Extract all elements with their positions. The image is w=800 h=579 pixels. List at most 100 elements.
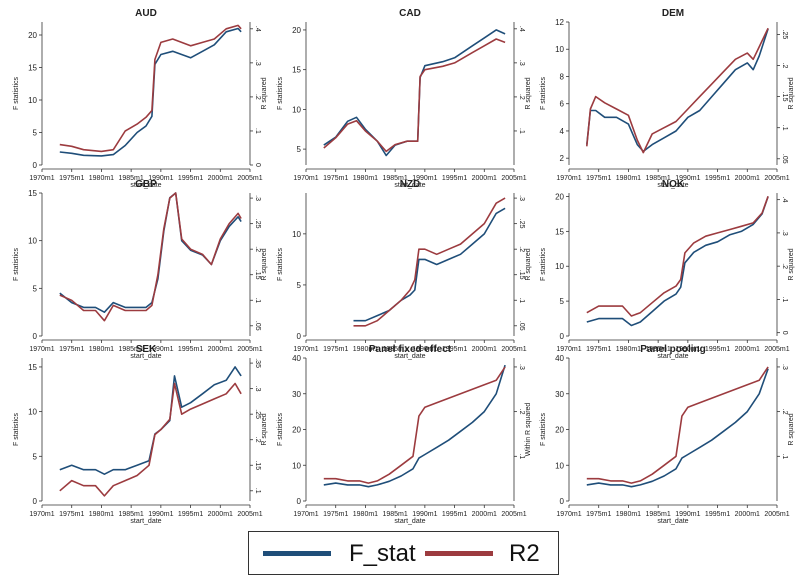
- y2-tick-label: .3: [781, 364, 788, 370]
- x-tick-label: 1990m1: [412, 175, 437, 182]
- x-tick-label: 1975m1: [323, 346, 348, 353]
- y2-tick-label: .3: [254, 386, 261, 392]
- x-axis-label: start_date: [657, 353, 688, 360]
- x-tick-label: 1970m1: [29, 346, 54, 353]
- x-tick-label: 2000m1: [208, 346, 233, 353]
- x-axis-label: start_date: [657, 518, 688, 525]
- x-tick-label: 1995m1: [178, 175, 203, 182]
- y2-tick-label: .2: [518, 94, 525, 100]
- x-tick-label: 1995m1: [705, 346, 730, 353]
- x-tick-label: 1975m1: [59, 346, 84, 353]
- x-tick-label: 1975m1: [586, 175, 611, 182]
- y2-tick-label: .1: [518, 128, 525, 134]
- y-axis-label: F statistics: [277, 76, 284, 110]
- y-tick-label: 40: [555, 354, 564, 363]
- x-tick-label: 1985m1: [382, 511, 407, 518]
- y-tick-label: 15: [555, 227, 564, 236]
- y2-tick-label: .1: [254, 488, 261, 494]
- x-tick-label: 1995m1: [178, 511, 203, 518]
- x-tick-label: 1995m1: [705, 511, 730, 518]
- series-line-f-stat: [353, 207, 506, 322]
- y2-tick-label: .15: [518, 270, 525, 280]
- x-tick-label: 1970m1: [293, 346, 318, 353]
- y-tick-label: 10: [292, 461, 301, 470]
- y2-axis-label: R squared: [788, 413, 795, 445]
- y-tick-label: 20: [555, 192, 564, 201]
- y2-tick-label: .1: [254, 128, 261, 134]
- x-tick-label: 1970m1: [293, 175, 318, 182]
- x-tick-label: 1980m1: [89, 346, 114, 353]
- panel-title: Panel pooling: [640, 344, 706, 355]
- x-tick-label: 2005m1: [764, 511, 789, 518]
- y2-axis-label: R squared: [261, 248, 268, 280]
- x-tick-label: 1970m1: [29, 175, 54, 182]
- y-tick-label: 0: [33, 332, 38, 341]
- y-tick-label: 15: [28, 189, 37, 198]
- y2-tick-label: 0: [254, 163, 261, 167]
- x-tick-label: 1980m1: [616, 511, 641, 518]
- series-line-r2: [59, 382, 242, 497]
- y2-tick-label: .25: [781, 30, 788, 40]
- panel-sek: SEK 0 5 10 15 .1 .15 .2 .25 .3 .35 1970m1 1975m1 1980…: [13, 344, 268, 525]
- x-tick-label: 1975m1: [323, 175, 348, 182]
- y-axis-label: F statistics: [277, 247, 284, 281]
- x-tick-label: 1985m1: [645, 346, 670, 353]
- y-tick-label: 20: [292, 26, 301, 35]
- x-tick-label: 2000m1: [472, 175, 497, 182]
- x-tick-label: 1975m1: [59, 511, 84, 518]
- y2-axis-label: R squared: [525, 77, 532, 109]
- x-tick-label: 1995m1: [442, 175, 467, 182]
- series-line-r2: [323, 38, 506, 153]
- series-line-r2: [353, 197, 506, 327]
- panel-title: Panel fixed effect: [369, 344, 452, 355]
- x-tick-label: 1990m1: [148, 346, 173, 353]
- x-tick-label: 1995m1: [442, 346, 467, 353]
- y-tick-label: 15: [28, 363, 37, 372]
- x-tick-label: 1975m1: [59, 175, 84, 182]
- y-axis-label: F statistics: [540, 247, 547, 281]
- x-tick-label: 1990m1: [675, 511, 700, 518]
- y2-tick-label: .3: [518, 195, 525, 201]
- series-line-f-stat: [586, 196, 769, 327]
- y-tick-label: 10: [555, 45, 564, 54]
- x-tick-label: 2005m1: [501, 511, 526, 518]
- y-tick-label: 2: [560, 154, 565, 163]
- y-tick-label: 15: [28, 64, 37, 73]
- panel-title: NOK: [662, 179, 685, 190]
- legend: F_stat R2: [248, 531, 559, 575]
- y2-tick-label: .1: [518, 453, 525, 459]
- legend-swatch-r2: [425, 551, 493, 556]
- panel-title: NZD: [400, 179, 421, 190]
- x-tick-label: 1985m1: [645, 175, 670, 182]
- x-tick-label: 1990m1: [148, 511, 173, 518]
- y-tick-label: 20: [28, 31, 37, 40]
- y2-tick-label: .3: [254, 195, 261, 201]
- x-tick-label: 2005m1: [501, 346, 526, 353]
- x-tick-label: 1995m1: [442, 511, 467, 518]
- y-tick-label: 0: [297, 332, 302, 341]
- x-tick-label: 1995m1: [705, 175, 730, 182]
- legend-item-r2: R2: [425, 540, 555, 567]
- y-tick-label: 10: [555, 262, 564, 271]
- y-tick-label: 10: [28, 237, 37, 246]
- x-tick-label: 1990m1: [675, 175, 700, 182]
- y-tick-label: 5: [297, 145, 302, 154]
- y2-axis-label: Within R squared: [525, 403, 532, 457]
- panel-aud: AUD 0 5 10 15 20 0 .1 .2 .3 .4 1970m1 1975m1 1980m1 19…: [13, 8, 268, 189]
- y2-tick-label: .4: [781, 197, 788, 203]
- panel-title: CAD: [399, 8, 421, 19]
- y2-tick-label: .2: [254, 246, 261, 252]
- y-tick-label: 6: [560, 100, 565, 109]
- x-tick-label: 2000m1: [472, 346, 497, 353]
- series-line-f-stat: [59, 27, 242, 157]
- y-tick-label: 5: [297, 281, 302, 290]
- y-tick-label: 4: [560, 127, 565, 136]
- panel-dem: DEM 2 4 6 8 10 12 .05 .1 .15 .2 .25 1970m1 1975m1 1980…: [540, 8, 795, 189]
- x-axis-label: start_date: [130, 518, 161, 525]
- series-line-r2: [59, 192, 242, 322]
- y2-tick-label: 0: [781, 331, 788, 335]
- series-line-f-stat: [586, 28, 769, 153]
- y2-tick-label: .15: [781, 92, 788, 102]
- y-axis-label: F statistics: [540, 76, 547, 110]
